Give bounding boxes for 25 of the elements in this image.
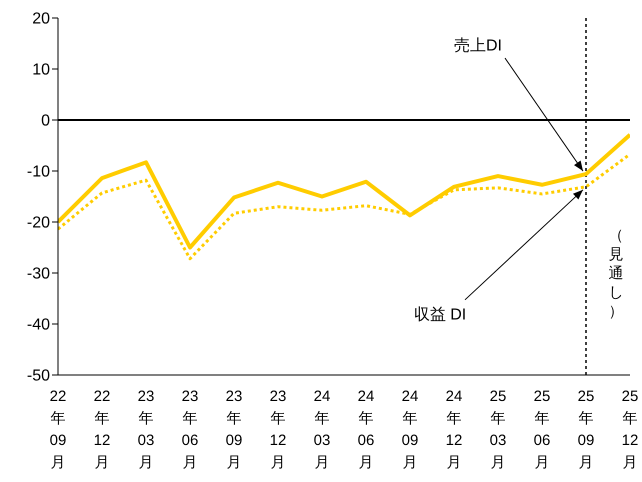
x-tick-label: 23年06月 <box>182 388 198 471</box>
y-tick-label: 0 <box>41 112 50 130</box>
x-tick-label: 24年03月 <box>314 388 330 471</box>
y-tick-label: -30 <box>26 266 50 283</box>
x-tick-label: 23年12月 <box>270 388 286 471</box>
y-tick-label: -40 <box>26 316 50 334</box>
x-tick-label: 22年12月 <box>94 388 110 471</box>
x-tick-label: 25年06月 <box>534 388 550 471</box>
y-tick-label: -50 <box>26 368 50 385</box>
x-tick-label: 25年03月 <box>490 388 506 471</box>
x-tick-label: 23年03月 <box>138 388 154 471</box>
x-tick-label: 23年09月 <box>226 388 242 471</box>
x-tick-label: 24年12月 <box>446 388 462 471</box>
annotation: 売上DI <box>454 36 502 55</box>
x-tick-label: 24年06月 <box>358 388 374 471</box>
y-tick-label: -20 <box>26 214 50 232</box>
x-tick-label: 22年09月 <box>50 388 66 471</box>
ref-line-label: （見通し） <box>608 227 624 320</box>
y-tick-label: 20 <box>32 10 50 28</box>
annotation: 収益 DI <box>414 305 466 324</box>
x-tick-label: 25年12月 <box>622 388 638 471</box>
y-tick-label: -10 <box>26 164 50 181</box>
x-tick-label: 25年09月 <box>578 388 594 471</box>
y-tick-label: 10 <box>32 62 50 79</box>
x-tick-label: 24年09月 <box>402 388 418 471</box>
